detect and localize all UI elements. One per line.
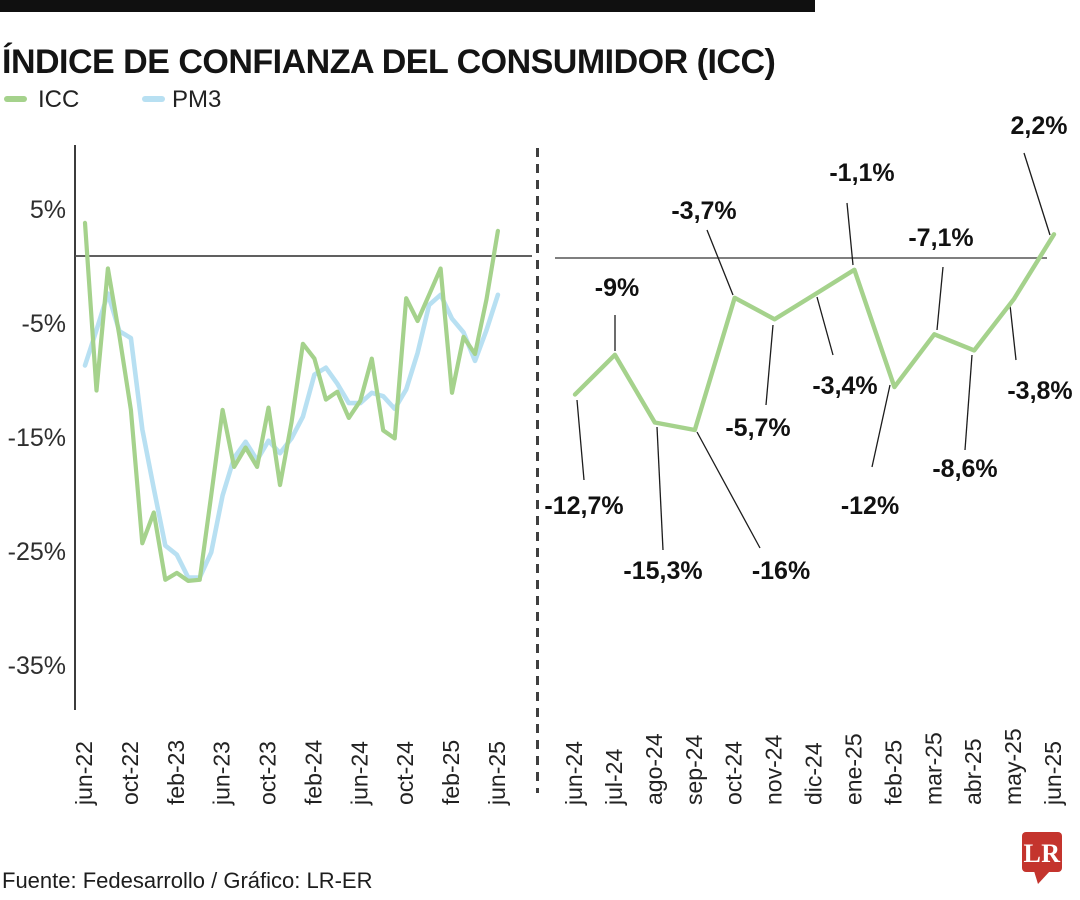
y-tick-label: 5% [30, 196, 66, 224]
data-point-label: -15,3% [623, 557, 702, 585]
data-point-label: -5,7% [725, 414, 790, 442]
legend-item-pm3: PM3 [140, 86, 260, 114]
x-tick-label: jun-25 [1040, 741, 1066, 806]
data-point-label: -7,1% [908, 224, 973, 252]
callout-line [656, 426, 664, 551]
top-accent-bar [0, 0, 815, 12]
x-tick-label: jun-25 [484, 741, 510, 806]
x-tick-label: feb-25 [438, 740, 464, 805]
callout-line [936, 266, 944, 331]
x-tick-label: ene-25 [840, 733, 866, 805]
y-tick-label: -15% [8, 424, 66, 452]
lr-logo-bubble [1022, 832, 1062, 872]
callout-line [1009, 304, 1017, 361]
callout-line [576, 399, 585, 481]
callout-line [706, 229, 734, 296]
x-tick-label: abr-25 [960, 739, 986, 805]
x-tick-label: jun-22 [71, 741, 97, 806]
data-point-label: -3,8% [1007, 377, 1072, 405]
x-tick-label: ago-24 [641, 733, 667, 805]
x-tick-label: oct-22 [117, 741, 143, 805]
callout-line [765, 324, 774, 406]
legend-label-pm3: PM3 [172, 86, 222, 113]
lr-logo-text: LR [1023, 839, 1060, 868]
data-point-label: -3,4% [812, 372, 877, 400]
callout-line [816, 296, 834, 356]
y-tick-label: -5% [22, 310, 66, 338]
callout-line [964, 354, 973, 451]
historical-line-chart: 5% -5% -15% -25% -35% jun-22 oct-22 feb-23 jun-2… [8, 145, 532, 806]
data-point-label: -1,1% [829, 159, 894, 187]
x-tick-label: oct-24 [392, 741, 418, 805]
data-point-label: 2,2% [1011, 112, 1068, 140]
icc-line-swatch-icon [4, 96, 27, 102]
data-point-label: -16% [752, 557, 810, 585]
x-tick-label: jun-23 [209, 741, 235, 806]
legend-label-icc: ICC [38, 86, 80, 113]
source-credit: Fuente: Fedesarrollo / Gráfico: LR-ER [2, 868, 373, 893]
x-tick-label: nov-24 [761, 734, 787, 805]
x-tick-label: may-25 [1000, 728, 1026, 805]
lr-logo-bubble-tail [1034, 871, 1050, 884]
data-point-label: -12,7% [544, 492, 623, 520]
x-tick-label: feb-24 [300, 740, 326, 805]
x-tick-label: jun-24 [561, 741, 587, 806]
legend-item-icc: ICC [0, 86, 120, 114]
pm3-line-swatch-icon [142, 96, 165, 102]
callout-line [846, 202, 854, 266]
y-tick-label: -25% [8, 538, 66, 566]
lr-logo: LR [1022, 832, 1062, 884]
callout-line [696, 431, 761, 549]
x-tick-label: feb-23 [163, 740, 189, 805]
page-title: ÍNDICE DE CONFIANZA DEL CONSUMIDOR (ICC) [2, 42, 776, 81]
data-point-label: -12% [841, 492, 899, 520]
y-tick-label: -35% [8, 652, 66, 680]
data-point-label: -3,7% [671, 197, 736, 225]
x-tick-label: dic-24 [801, 742, 827, 805]
x-tick-label: sep-24 [681, 734, 707, 805]
callout-line [871, 384, 891, 468]
pm3-series-line [82, 291, 501, 580]
icc-series-line [82, 220, 500, 583]
x-tick-label: oct-24 [721, 741, 747, 805]
chart-divider-dashed-line [536, 148, 539, 793]
callout-line [1023, 152, 1051, 236]
data-point-label: -8,6% [932, 455, 997, 483]
recent-line-chart: -12,7% -9% -15,3% -16% -3,7% -5,7% -3,4% -1,1% -… [544, 112, 1072, 806]
x-tick-label: jun-24 [346, 741, 372, 806]
x-tick-label: jul-24 [601, 749, 627, 806]
x-tick-label: feb-25 [880, 740, 906, 805]
x-tick-label: mar-25 [920, 732, 946, 805]
data-point-label: -9% [595, 274, 639, 302]
x-tick-label: oct-23 [255, 741, 281, 805]
icc-series-line [572, 232, 1057, 433]
